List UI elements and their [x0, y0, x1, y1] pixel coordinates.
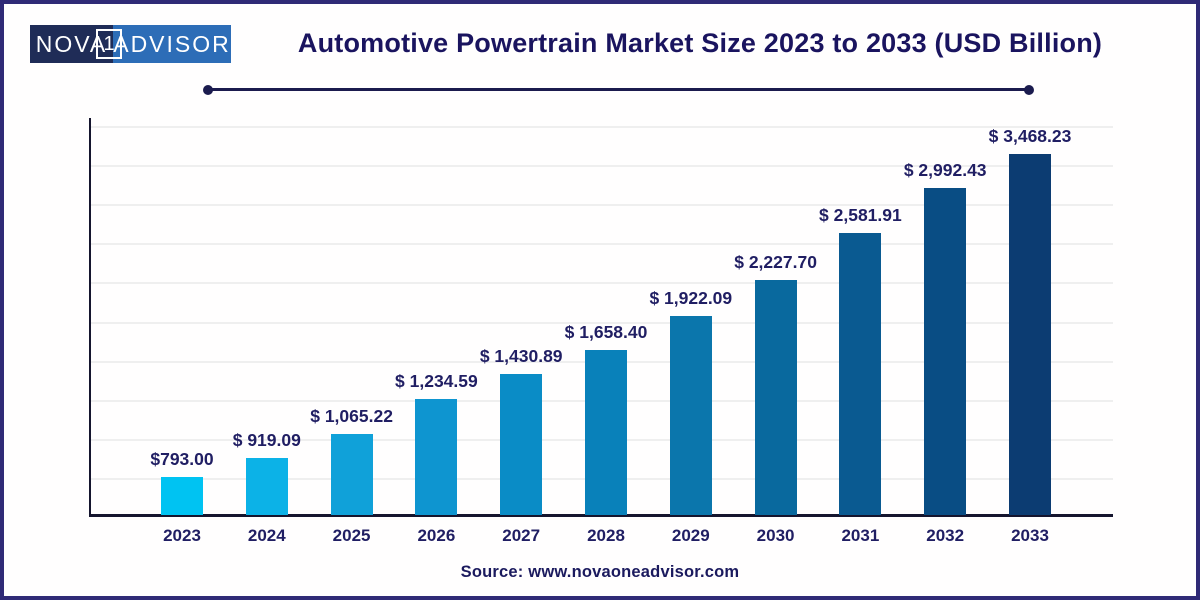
- logo-nova-segment: NOVA: [30, 25, 113, 63]
- gridline: [89, 282, 1113, 285]
- gridline: [89, 126, 1113, 128]
- bar-2032: [924, 188, 967, 515]
- bar-2028: [585, 350, 627, 515]
- gridline: [89, 243, 1113, 246]
- bar-value-label: $ 2,581.91: [819, 205, 902, 225]
- x-tick-label: 2026: [417, 526, 456, 545]
- x-tick-label: 2030: [756, 526, 795, 545]
- bar-2031: [839, 233, 882, 515]
- bar-value-label: $793.00: [150, 449, 214, 469]
- bar-2030: [754, 280, 797, 515]
- bar-value-label: $ 2,992.43: [903, 160, 987, 180]
- x-axis-line: [89, 514, 1113, 517]
- x-tick-label: 2029: [671, 526, 710, 545]
- title-underline: [203, 84, 1034, 95]
- logo-advisor-segment: ADVISOR: [113, 25, 231, 63]
- bar-value-label: $ 1,234.59: [395, 371, 478, 391]
- underline-left-dot: [203, 84, 213, 95]
- bar-2027: [500, 374, 543, 515]
- gridline: [89, 204, 1113, 207]
- nova-one-advisor-logo: NOVA ADVISOR 1: [30, 25, 231, 63]
- bar-2025: [330, 434, 373, 515]
- bar-value-label: $ 2,227.70: [734, 252, 817, 272]
- bar-value-label: $ 1,658.40: [564, 322, 648, 342]
- bar-value-label: $ 3,468.23: [988, 126, 1072, 146]
- x-tick-label: 2023: [163, 526, 201, 545]
- bar-2024: [245, 458, 288, 515]
- x-tick-label: 2025: [332, 526, 371, 545]
- x-tick-label: 2024: [247, 526, 286, 545]
- source-text: Source: www.novaoneadvisor.com: [460, 563, 740, 581]
- bar-2033: [1009, 154, 1051, 515]
- bar-value-label: $ 919.09: [232, 430, 301, 450]
- gridline: [89, 321, 1113, 324]
- x-tick-label: 2027: [502, 526, 541, 545]
- x-tick-label: 2032: [926, 526, 965, 545]
- bar-value-label: $ 1,065.22: [310, 406, 393, 426]
- logo-one-badge: 1: [96, 29, 122, 59]
- bar-value-label: $ 1,430.89: [479, 346, 563, 366]
- y-axis-line: [89, 118, 91, 517]
- bar-2029: [669, 316, 712, 515]
- chart-title: Automotive Powertrain Market Size 2023 t…: [297, 28, 1103, 58]
- x-tick-label: 2033: [1011, 526, 1049, 545]
- bar-2026: [415, 399, 458, 515]
- gridline: [89, 165, 1113, 168]
- bar-2023: [161, 477, 203, 515]
- bar-value-label: $ 1,922.09: [649, 288, 733, 308]
- x-tick-label: 2031: [841, 526, 880, 545]
- underline-right-dot: [1024, 84, 1034, 95]
- x-tick-label: 2028: [587, 526, 625, 545]
